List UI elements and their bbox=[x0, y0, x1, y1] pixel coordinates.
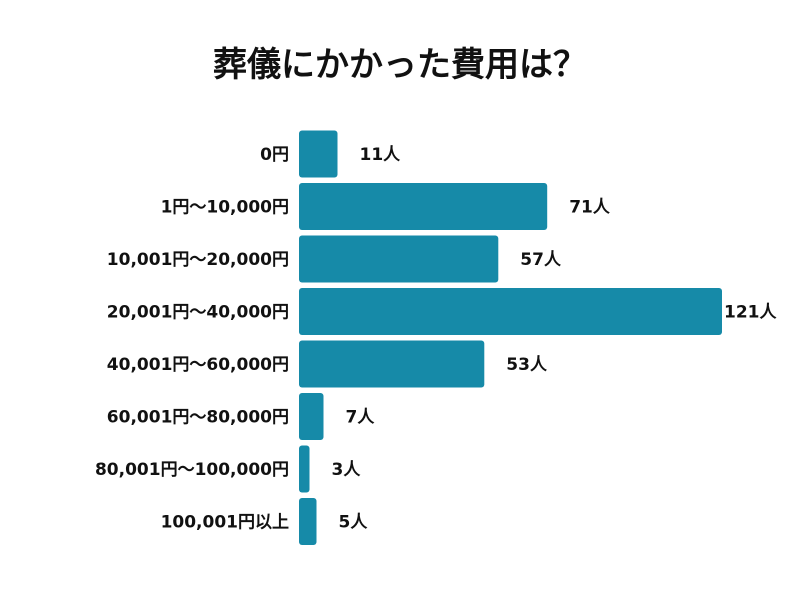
category-label: 0円 bbox=[260, 145, 289, 165]
category-label: 1円〜10,000円 bbox=[161, 198, 289, 218]
bar bbox=[299, 235, 499, 283]
category-label: 80,001円〜100,000円 bbox=[95, 460, 289, 480]
value-label: 53人 bbox=[506, 355, 548, 375]
category-label: 100,001円以上 bbox=[161, 513, 289, 533]
bar bbox=[299, 130, 338, 178]
category-label: 20,001円〜40,000円 bbox=[107, 303, 289, 323]
category-label: 40,001円〜60,000円 bbox=[107, 355, 289, 375]
bar bbox=[299, 340, 485, 388]
plot-area: 0円 11人 1円〜10,000円 71人 10,001円〜20,000円 57人 20,0… bbox=[95, 130, 777, 545]
value-label: 5人 bbox=[339, 513, 369, 533]
chart-title: 葬儀にかかった費用は？ bbox=[213, 45, 587, 85]
value-label: 121人 bbox=[724, 303, 777, 323]
value-label: 11人 bbox=[360, 145, 402, 165]
bar bbox=[299, 498, 317, 545]
bar bbox=[299, 445, 310, 493]
category-label: 10,001円〜20,000円 bbox=[107, 250, 289, 270]
value-label: 71人 bbox=[569, 198, 611, 218]
bar bbox=[299, 183, 548, 230]
bar bbox=[299, 288, 722, 335]
value-label: 3人 bbox=[332, 460, 362, 480]
bar bbox=[299, 393, 324, 440]
value-label: 57人 bbox=[520, 250, 562, 270]
category-label: 60,001円〜80,000円 bbox=[107, 408, 289, 428]
value-label: 7人 bbox=[346, 408, 376, 428]
